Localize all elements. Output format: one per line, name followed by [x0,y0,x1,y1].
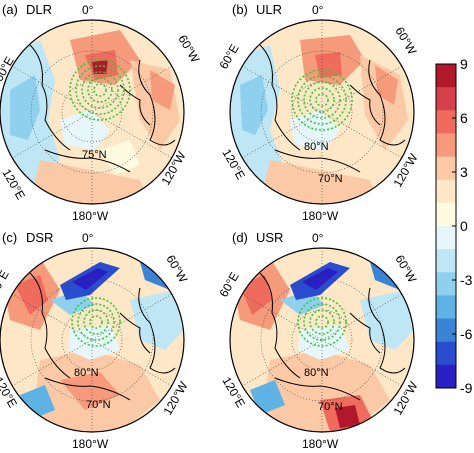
panel-a-lat-label-1: 75°N [82,149,107,161]
panel-a-title: DLR [26,2,52,17]
colorbar-tick-label: -9 [460,380,473,396]
panel-b: (b) ULR 0° 180°W 60°E 120°E 60°W 120°W 8… [216,2,421,223]
panel-a-stipple [69,59,131,121]
panel-d-right-upper-label: 60°W [392,253,419,286]
panel-b-bottom-label: 180°W [302,209,339,223]
panel-b-right-upper-label: 60°W [392,25,419,58]
colorbar-segment [436,156,456,181]
panel-c: (c) DSR 0° 180°W 60°E 120°E 60°W 120°W 8… [0,230,191,451]
panel-b-tag: (b) [232,2,248,17]
colorbar-segment [436,179,456,204]
colorbar-tick-label: 6 [460,110,468,126]
panel-d-left-upper-label: 60°E [216,270,241,300]
panel-b-border [229,19,415,205]
panel-d-field [230,248,414,432]
panel-d-stipple [297,297,347,347]
panel-d-bottom-label: 180°W [302,437,339,451]
panel-d-lat-label-2: 70°N [318,401,343,413]
colorbar-segments [436,64,456,389]
panel-c-tag: (c) [2,230,17,245]
colorbar-ticks: 9 6 3 0 -3 -6 -9 [452,56,473,396]
colorbar-segment [436,318,456,343]
panel-a-graticule [11,20,173,204]
colorbar-segment [436,202,456,227]
panel-d-coastlines [259,272,406,401]
panel-a: (a) DLR 0° 180°W 60°E 120°E 60°W 120°W 7… [0,2,203,223]
colorbar-segment [436,249,456,273]
panel-c-border [0,247,185,433]
colorbar-segment [436,364,456,389]
panel-d-top-label: 0° [312,231,324,245]
panel-b-lat-label-2: 70°N [318,173,343,185]
panel-c-lat-label-1: 80°N [74,367,99,379]
panel-b-stipple [291,69,353,131]
panel-a-tag: (a) [2,2,18,17]
colorbar-segment [436,341,456,366]
colorbar-segment [436,110,456,134]
panel-a-bottom-label: 180°W [72,209,109,223]
panel-c-title: DSR [26,230,53,245]
colorbar-tick-label: -3 [460,272,473,288]
panel-c-top-label: 0° [82,231,94,245]
panel-d: (d) USR 0° 180°W 60°E 120°E 60°W 120°W 8… [216,230,421,451]
panel-c-field [0,248,184,432]
colorbar-segment [436,87,456,111]
panel-b-top-label: 0° [312,3,324,17]
panel-b-title: ULR [256,2,282,17]
panel-c-lat-label-2: 70°N [86,399,111,411]
panel-d-title: USR [256,230,283,245]
panel-b-coastlines [259,44,406,173]
panel-c-bottom-label: 180°W [72,437,109,451]
colorbar-segment [436,272,456,296]
colorbar-tick-label: -6 [460,326,473,342]
colorbar-segment [436,133,456,158]
panel-c-right-upper-label: 60°W [163,253,190,286]
colorbar-tick-label: 9 [460,56,468,72]
colorbar-tick-label: 3 [460,164,468,180]
colorbar-segment [436,64,456,88]
panel-d-tag: (d) [232,230,248,245]
panel-a-coastlines [29,44,176,173]
panel-d-border [229,247,415,433]
panel-c-left-upper-label: 60°E [0,268,12,298]
panel-b-left-upper-label: 60°E [216,42,241,72]
panel-a-border [0,19,185,205]
panel-a-right-upper-label: 60°W [175,33,202,66]
panel-b-lat-label-1: 80°N [304,141,329,153]
colorbar-tick-label: 0 [460,218,468,234]
panel-d-lat-label-1: 80°N [304,367,329,379]
colorbar-segment [436,226,456,250]
colorbar-segment [436,295,456,320]
panel-c-coastlines [29,272,176,401]
colorbar: 9 6 3 0 -3 -6 -9 [435,56,473,396]
panel-a-top-label: 0° [82,3,94,17]
panel-c-stipple [71,297,121,347]
